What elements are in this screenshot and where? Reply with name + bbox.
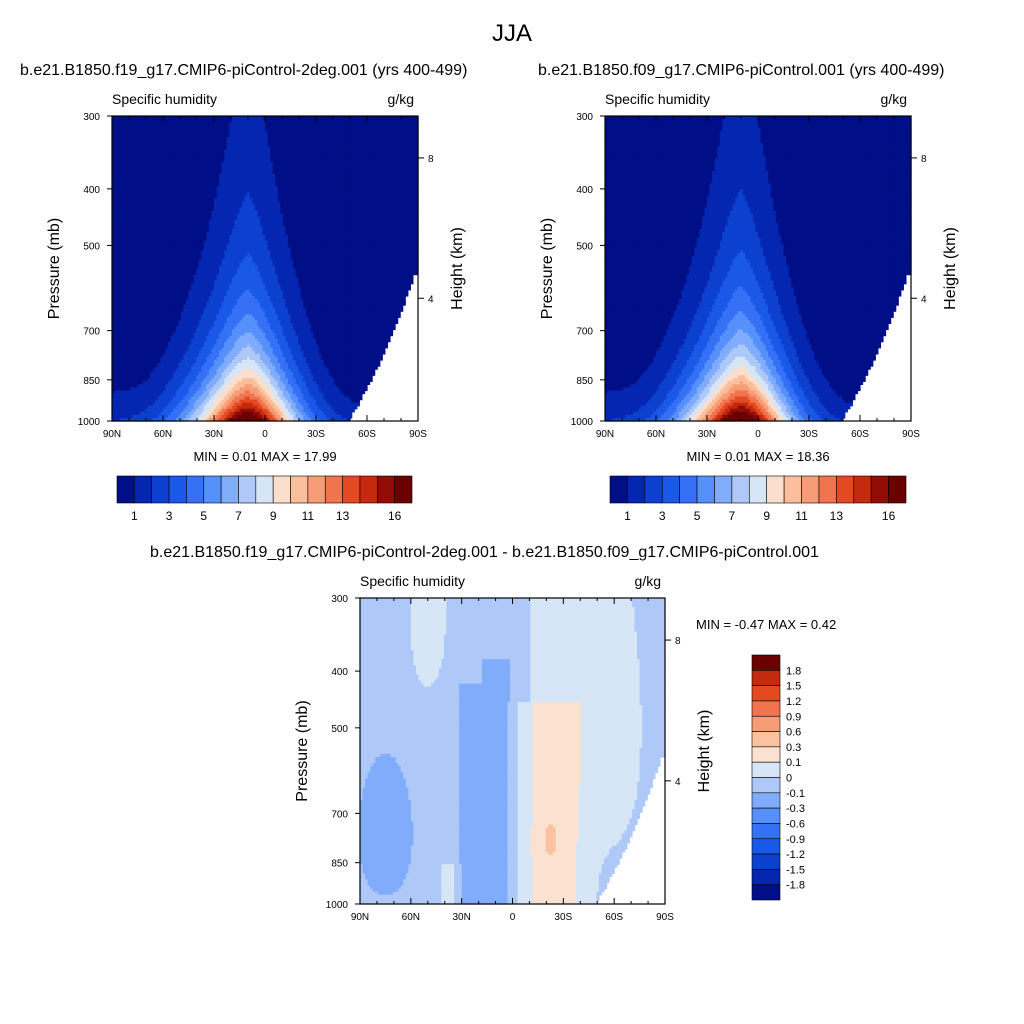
field-top-left [112,116,419,422]
figure-canvas: 90N 60N 30N 0 30S 60S 90S300400500700850100084… [0,0,1024,1024]
